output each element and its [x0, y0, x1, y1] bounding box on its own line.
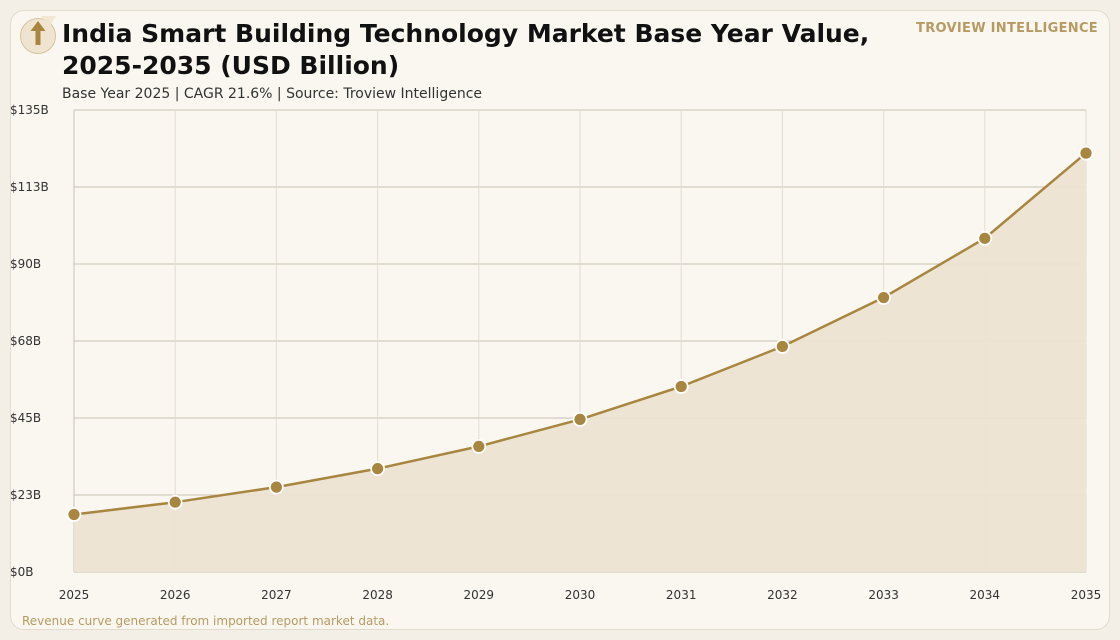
data-point[interactable] [1078, 145, 1094, 161]
data-point[interactable] [673, 379, 689, 394]
y-tick-label: $23B [10, 488, 41, 502]
x-tick-label: 2031 [666, 588, 697, 602]
data-point[interactable] [66, 507, 82, 522]
x-tick-label: 2033 [868, 588, 899, 602]
x-tick-label: 2030 [565, 588, 596, 602]
y-tick-label: $0B [10, 565, 34, 579]
chart-subtitle: Base Year 2025 | CAGR 21.6% | Source: Tr… [62, 86, 483, 102]
y-tick-label: $45B [10, 411, 41, 425]
data-point[interactable] [775, 339, 790, 354]
y-tick-label: $68B [10, 334, 41, 348]
data-point[interactable] [268, 479, 284, 495]
y-tick-label: $90B [10, 257, 41, 271]
brand-label: TROVIEW INTELLIGENCE [916, 21, 1098, 36]
area-fill [74, 153, 1086, 572]
x-tick-label: 2025 [59, 588, 90, 602]
chart-title: India Smart Building Technology Market B… [62, 19, 870, 80]
x-tick-label: 2035 [1071, 588, 1102, 602]
x-tick-label: 2026 [160, 588, 191, 602]
data-point[interactable] [977, 230, 993, 246]
data-point[interactable] [167, 494, 183, 510]
footnote: Revenue curve generated from imported re… [22, 614, 390, 628]
upward-arrow-icon [20, 16, 56, 54]
x-tick-label: 2034 [970, 588, 1001, 602]
x-axis-ticks: 2025 2026 2027 2028 2029 2030 2031 2032 2033 2034… [59, 588, 1102, 602]
marker-layer [66, 145, 1094, 522]
area-fill-layer [74, 153, 1086, 572]
data-point[interactable] [471, 439, 487, 454]
data-point[interactable] [370, 461, 386, 477]
data-point[interactable] [876, 290, 891, 305]
x-tick-label: 2028 [362, 588, 393, 602]
y-tick-label: $113B [10, 180, 49, 194]
y-tick-label: $135B [10, 103, 49, 117]
y-axis-ticks: $0B $23B $45B $68B $90B $113B $135B [10, 103, 49, 579]
x-tick-label: 2029 [464, 588, 495, 602]
x-tick-label: 2032 [767, 588, 798, 602]
x-tick-label: 2027 [261, 588, 292, 602]
data-point[interactable] [572, 411, 588, 427]
